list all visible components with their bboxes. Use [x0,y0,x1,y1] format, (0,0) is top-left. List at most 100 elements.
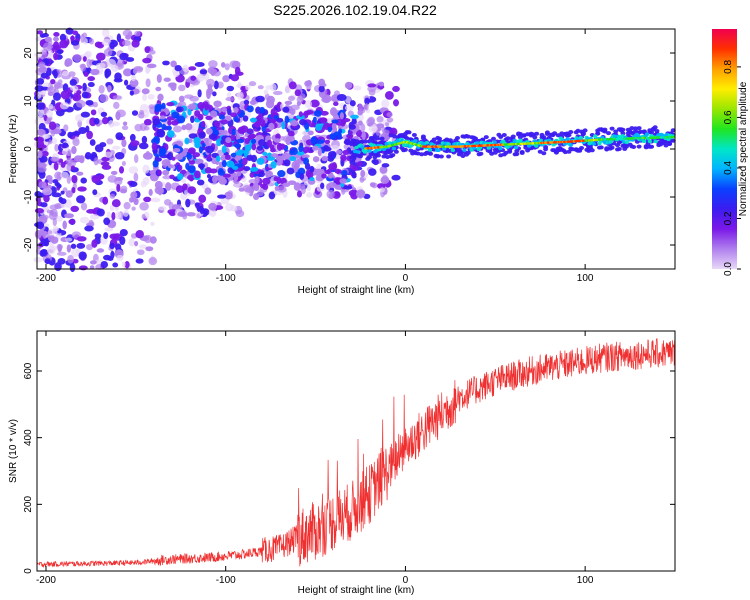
spectrogram-cell [116,184,121,192]
spectrogram-cell [244,138,250,144]
spectrogram-cell [297,167,306,176]
spectrogram-cell [46,246,56,255]
spectrogram-cell [59,33,67,42]
spectrogram-cell [86,58,92,68]
spectrogram-cell [240,125,249,133]
spectrogram-cell [171,156,176,161]
spectrogram-cell [257,85,264,90]
spectrogram-cell [66,244,72,253]
spectrogram-cell [56,215,63,222]
spectrogram-cell [103,217,111,226]
spectrogram-cell [87,82,95,88]
spectrogram-cell [57,79,63,85]
spectrogram-cell [326,183,331,191]
spectrogram-cell [377,183,386,189]
spectrogram-cell [391,174,401,181]
spectrogram-cell [287,135,295,142]
spectrogram-cell [348,124,356,130]
spectrogram-cell [320,182,325,190]
spectrogram-cell [93,117,100,125]
spectrogram-cell [565,137,571,141]
spectrogram-cell [472,146,477,150]
spectrogram-cell [652,125,658,130]
spectrogram-cell [307,130,314,136]
spectrogram-cell [218,114,226,120]
spectrogram-cell [190,75,196,81]
spectrogram-cell [161,123,167,131]
spectrogram-cell [287,180,297,185]
spectrogram-cell [224,154,231,160]
spectrogram-cell [182,64,189,73]
spectrogram-cell [424,141,430,145]
spectrogram-cell [296,150,305,156]
spectrogram-cell [37,150,43,159]
spectrogram-cell [222,173,231,178]
spectrogram-cell [109,41,116,50]
spectrogram-cell [108,120,115,128]
spectrogram-cell [268,191,276,200]
spectrogram-cell [247,129,254,134]
spectrogram-cell [54,143,59,152]
spectrogram-cell [112,262,119,268]
spectrogram-cell [295,114,305,120]
spectrogram-cell [186,212,196,217]
spectrogram-cell [122,121,128,126]
spectrogram-cell [360,145,365,149]
spectrogram-cell [258,139,266,147]
spectrogram-cell [275,155,285,162]
spectrogram-cell [243,166,251,172]
spectrogram-cell [52,217,57,227]
spectrogram-cell [107,175,118,183]
spectrogram-cell [265,99,275,109]
spectrogram-cell [80,63,87,72]
spectrogram-cell [286,167,295,175]
spectrogram-cell [388,149,394,154]
spectrogram-cell [157,93,164,102]
spectrogram-cell [48,103,54,110]
spectrogram-cell [248,81,257,87]
spectrogram-cell [475,141,480,145]
spectrogram-cell [67,131,74,139]
spectrogram-cell [231,128,236,137]
spectrogram-cell [324,139,331,144]
spectrogram-cell [91,175,101,184]
spectrogram-cell [227,108,232,116]
spectrogram-cell [236,91,244,101]
spectrogram-cell [146,63,157,69]
spectrogram-cell [318,78,326,87]
snr-x-axis: -200 -100 0 100 [36,331,594,586]
spectrogram-cell [101,156,110,162]
spectrogram-cell [331,122,337,131]
spectrogram-cell [334,168,341,174]
spectrogram-cell [53,162,59,171]
spectrogram-y-tick-label: 10 [23,95,34,107]
spectrogram-cell [281,152,292,161]
spectrogram-cell [89,265,95,270]
spectrogram-cell [288,81,297,90]
spectrogram-cell [326,189,335,199]
spectrogram-cell [176,173,184,181]
spectrogram-cell [321,173,327,179]
spectrogram-cell [302,146,311,153]
figure-title: S225.2026.102.19.04.R22 [273,2,437,18]
spectrogram-cell [123,201,131,210]
spectrogram-cell [60,90,71,100]
spectrogram-cell [45,67,52,77]
spectrogram-cell [606,131,611,136]
spectrogram-cell [119,236,126,246]
spectrogram-cell [162,60,170,66]
spectrogram-cell [95,62,106,69]
spectrogram-cell [90,68,100,76]
spectrogram-cell [670,138,676,143]
spectrogram-cell [175,185,184,193]
spectrogram-cell [130,140,140,147]
spectrogram-cell [667,142,673,146]
spectrogram-cell [36,128,46,136]
snr-x-tick-label: -200 [36,575,56,586]
spectrogram-cell [110,170,118,175]
spectrogram-cell [128,238,135,247]
spectrogram-cell [301,154,310,159]
spectrogram-cell [262,177,271,185]
spectrogram-x-tick-label: 100 [577,273,594,284]
spectrogram-cell [390,153,396,158]
